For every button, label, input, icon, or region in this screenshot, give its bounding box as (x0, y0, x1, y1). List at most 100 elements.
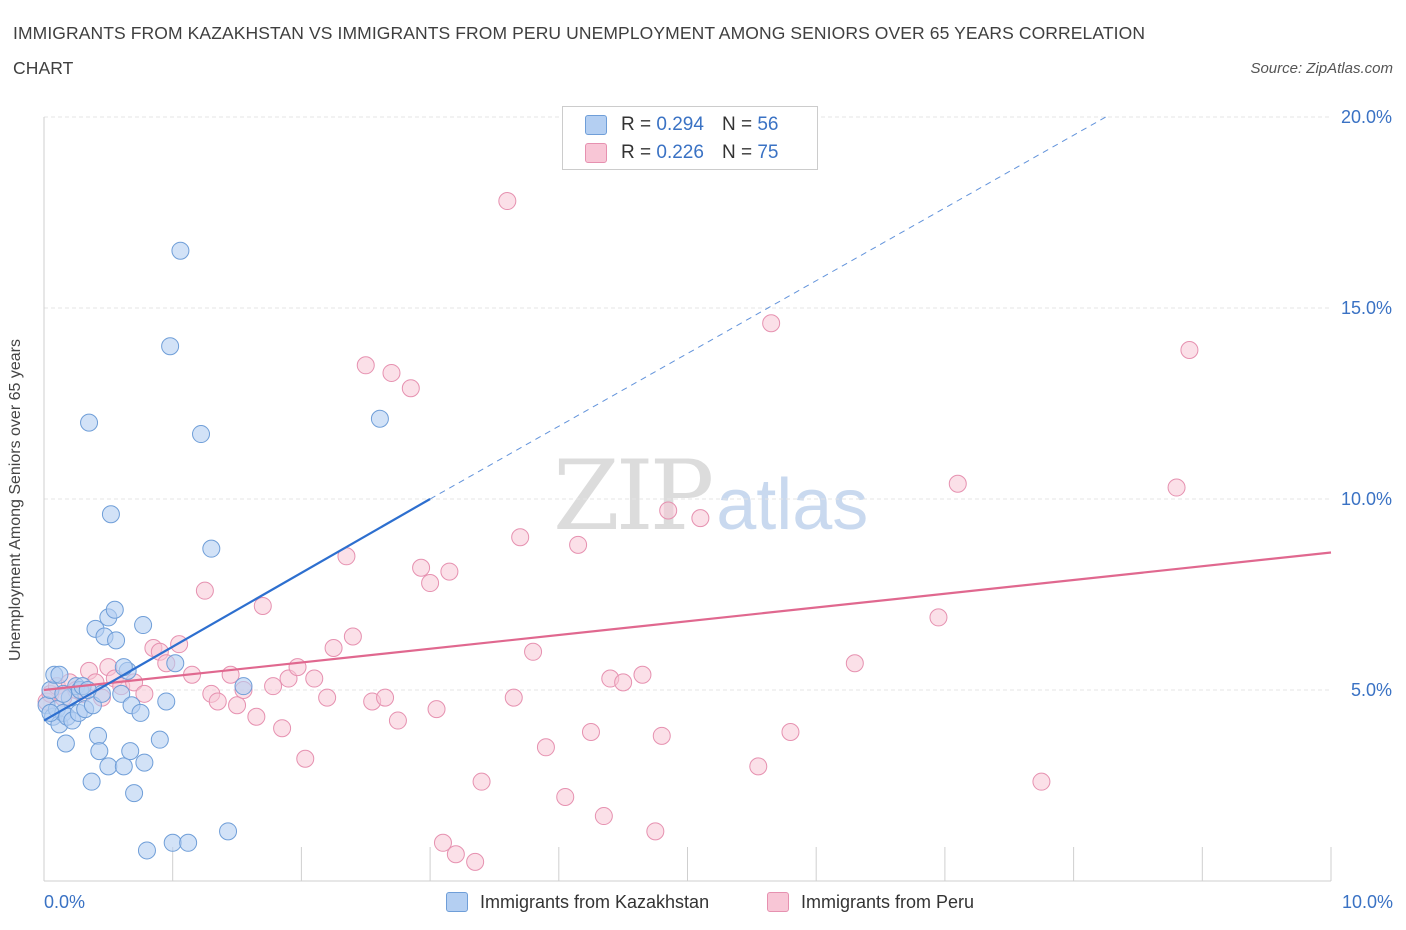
legend-r-label-kazakhstan: R = (621, 114, 652, 135)
y-tick-label: 20.0% (1341, 107, 1392, 127)
bottom-legend-swatch-kazakhstan (446, 892, 468, 912)
peru-point (343, 627, 362, 646)
peru-point (356, 356, 375, 375)
legend-n-value-kazakhstan: 56 (757, 114, 779, 135)
peru-point (646, 822, 665, 841)
legend-r-label-peru: R = (621, 142, 652, 163)
peru-point (446, 845, 465, 864)
peru-point (472, 772, 491, 791)
peru-point (845, 654, 864, 673)
chart-title-line-2: CHART (13, 58, 74, 78)
source-label: Source: ZipAtlas.com (1250, 60, 1393, 77)
peru-point (376, 688, 395, 707)
peru-point (614, 673, 633, 692)
bottom-legend-swatch-peru (767, 892, 789, 912)
legend-row-kazakhstan: R = 0.294 N = 56 (585, 113, 778, 137)
kazakhstan-point (370, 409, 389, 428)
bottom-legend-label-kazakhstan: Immigrants from Kazakhstan (480, 891, 710, 912)
peru-point (382, 363, 401, 382)
kazakhstan-trendline (43, 498, 431, 722)
peru-point (581, 723, 600, 742)
peru-point (504, 688, 523, 707)
y-axis-label: Unemployment Among Seniors over 65 years (7, 339, 24, 661)
x-tick-label: 10.0% (1342, 892, 1393, 912)
kazakhstan-point (90, 742, 109, 761)
kazakhstan-point (135, 753, 154, 772)
kazakhstan-point (150, 730, 169, 749)
kazakhstan-point (101, 505, 120, 524)
peru-point (401, 379, 420, 398)
watermark-zip: ZIP (553, 440, 714, 552)
y-tick-label: 10.0% (1341, 489, 1392, 509)
peru-point (324, 638, 343, 657)
kazakhstan-point (166, 654, 185, 673)
kazakhstan-point (107, 631, 126, 650)
kazakhstan-point (56, 734, 75, 753)
kazakhstan-point (80, 413, 99, 432)
peru-point (466, 852, 485, 871)
peru-point (433, 833, 452, 852)
peru-point (427, 700, 446, 719)
bottom-legend-kazakhstan: Immigrants from Kazakhstan (446, 890, 709, 914)
kazakhstan-point (219, 822, 238, 841)
kazakhstan-point (131, 703, 150, 722)
kazakhstan-point (179, 833, 198, 852)
peru-point (511, 528, 530, 547)
peru-point (524, 642, 543, 661)
kazakhstan-point (157, 692, 176, 711)
legend-r-value-kazakhstan: 0.294 (656, 114, 704, 135)
kazakhstan-point (50, 665, 69, 684)
kazakhstan-point (134, 616, 153, 635)
legend-swatch-peru (585, 143, 607, 163)
kazakhstan-point (89, 726, 108, 745)
peru-point (929, 608, 948, 627)
legend-swatch-kazakhstan (585, 115, 607, 135)
kazakhstan-point (171, 241, 190, 260)
kazakhstan-point (125, 784, 144, 803)
peru-point (440, 562, 459, 581)
chart-title-line-1: IMMIGRANTS FROM KAZAKHSTAN VS IMMIGRANTS… (13, 23, 1146, 43)
peru-point (659, 501, 678, 520)
peru-point (498, 192, 517, 211)
peru-point (273, 719, 292, 738)
legend-row-peru: R = 0.226 N = 75 (585, 141, 778, 165)
bottom-legend-peru: Immigrants from Peru (767, 890, 974, 914)
kazakhstan-point (54, 684, 73, 703)
watermark: ZIPatlas (553, 440, 868, 552)
peru-point (556, 787, 575, 806)
peru-point (412, 558, 431, 577)
peru-point (633, 665, 652, 684)
kazakhstan-point (121, 742, 140, 761)
peru-point (691, 509, 710, 528)
peru-point (536, 738, 555, 757)
kazakhstan-point (105, 600, 124, 619)
bottom-legend-label-peru: Immigrants from Peru (801, 891, 975, 912)
legend-n-label-kazakhstan: N = (721, 114, 753, 135)
peru-point (1180, 341, 1199, 360)
peru-point (421, 574, 440, 593)
kazakhstan-point (163, 833, 182, 852)
peru-point (1167, 478, 1186, 497)
peru-point (247, 707, 266, 726)
kazakhstan-point (192, 425, 211, 444)
kazakhstan-point (234, 677, 253, 696)
kazakhstan-trendline-extension (429, 116, 1107, 500)
peru-point (318, 688, 337, 707)
kazakhstan-point (202, 539, 221, 558)
peru-point (264, 677, 283, 696)
peru-point (594, 807, 613, 826)
chart-title: IMMIGRANTS FROM KAZAKHSTAN VS IMMIGRANTS… (13, 20, 1228, 90)
peru-point (569, 535, 588, 554)
peru-trendline (43, 551, 1332, 692)
legend-r-value-peru: 0.226 (656, 142, 704, 163)
x-tick-label: 0.0% (44, 892, 85, 912)
peru-point (288, 658, 307, 677)
peru-point (762, 314, 781, 333)
kazakhstan-point (161, 337, 180, 356)
kazakhstan-point (114, 757, 133, 776)
kazakhstan-point (99, 757, 118, 776)
kazakhstan-point (112, 684, 131, 703)
peru-point (228, 696, 247, 715)
peru-point (253, 596, 272, 615)
watermark-atlas: atlas (716, 465, 869, 545)
